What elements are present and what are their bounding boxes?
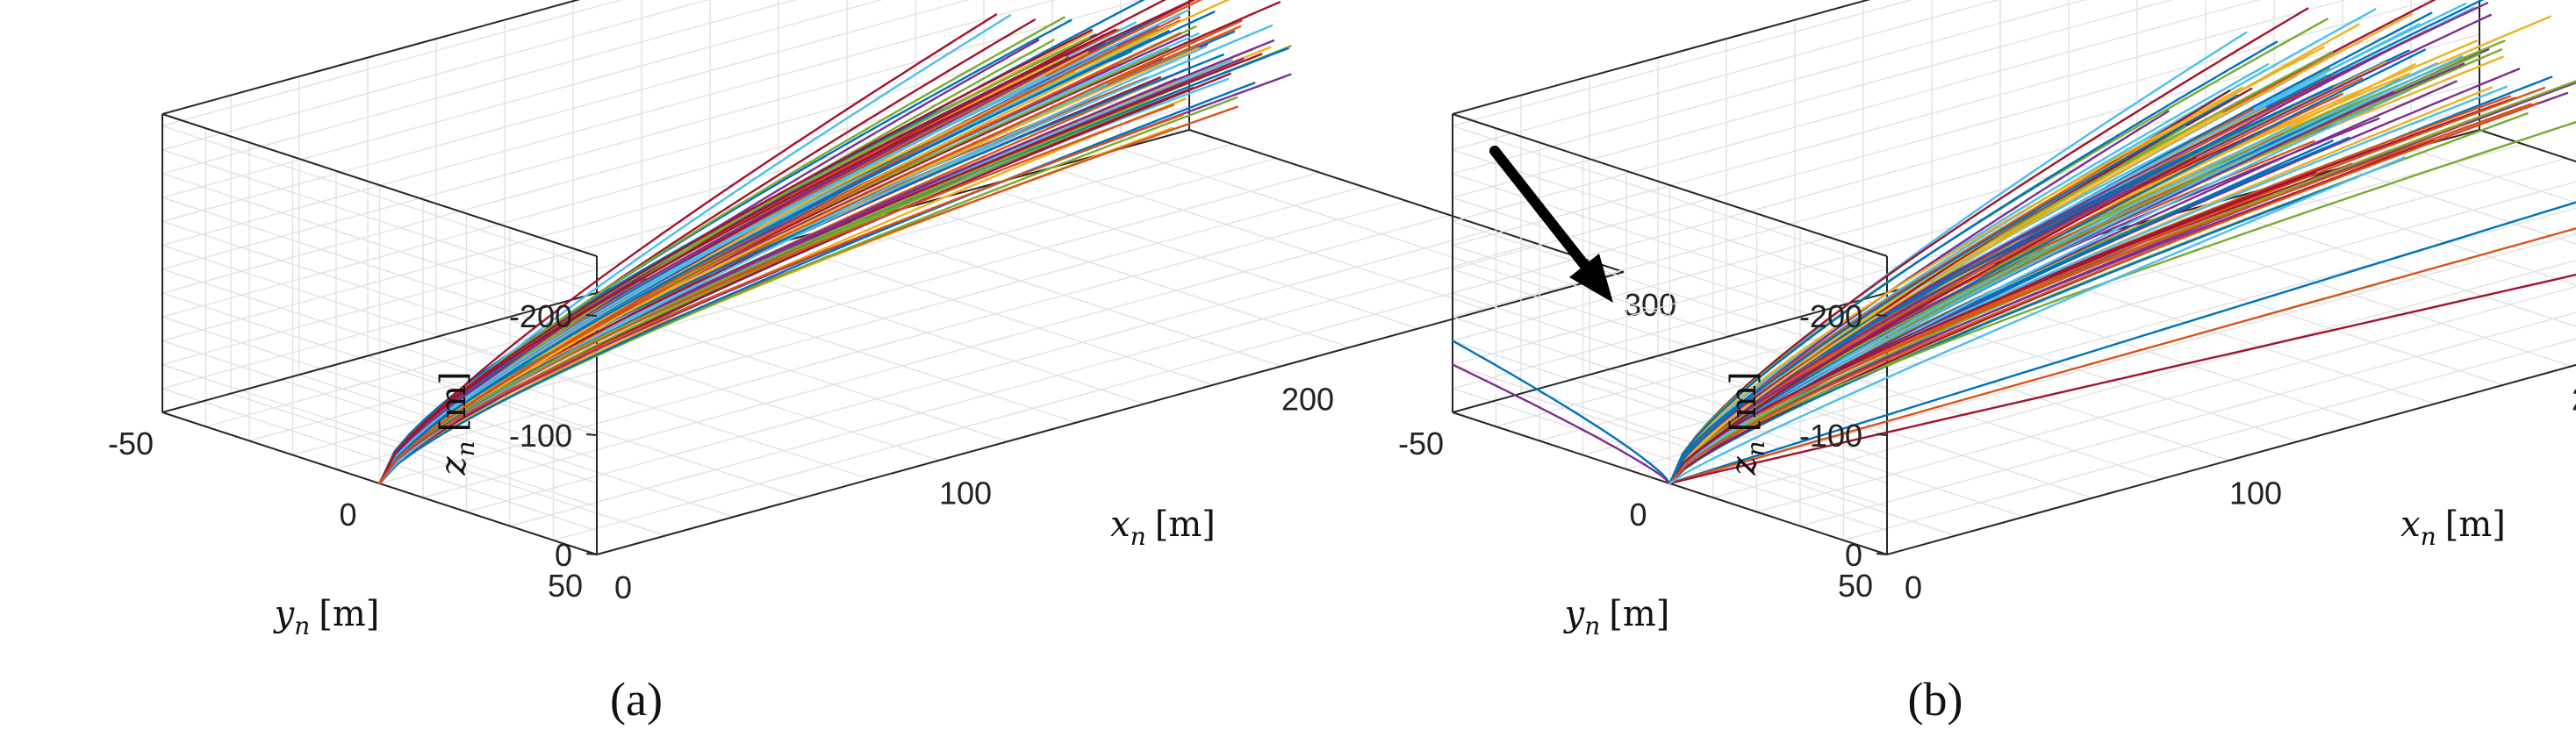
a-trajectory-92	[378, 113, 1184, 485]
b-trajectory-96	[1668, 55, 2464, 485]
b-z-tick: -200	[1799, 298, 1862, 334]
b-trajectory-outlier-5	[1668, 156, 2406, 485]
a-x-axis-label: xn [m]	[1110, 504, 1216, 551]
b-trajectory-91	[1668, 40, 2278, 485]
b-trajectory-50	[1668, 122, 2466, 485]
b-y-tick: -50	[1398, 426, 1444, 462]
b-trajectory-outlier-4	[1668, 273, 2576, 485]
b-y-tick: 50	[1838, 568, 1873, 604]
b-trajectory-40	[1668, 63, 2270, 485]
b-z-tick: 0	[1845, 537, 1862, 573]
a-x-tick: 100	[939, 476, 992, 512]
a-y-axis-label: yn [m]	[273, 594, 380, 640]
a-trajectory-89	[378, 45, 1208, 485]
b-trajectory-outlier-2	[1668, 201, 2576, 485]
b-trajectory-76	[1668, 7, 2309, 485]
panel-b: -200-1000-500500100200300zn[m]yn[m]xn[m]…	[1398, 0, 2576, 726]
b-trajectory-outlier-1	[1451, 363, 1671, 485]
a-trajectory-97	[378, 0, 1194, 485]
b-axes-box	[1452, 0, 2576, 555]
a-trajectory-84	[378, 54, 1224, 485]
a-z-axis-label: zn[m]	[434, 371, 480, 476]
a-trajectory-98	[378, 11, 1216, 485]
b-trajectory-92	[1668, 103, 2532, 485]
b-x-tick: 100	[2229, 476, 2282, 512]
a-y-tick: 50	[548, 568, 583, 604]
b-trajectory-99	[1668, 102, 2540, 485]
a-grid	[161, 0, 1625, 555]
b-x-tick: 0	[1905, 569, 1922, 605]
a-z-tick: -100	[509, 418, 572, 454]
b-trajectory-98	[1668, 94, 2239, 485]
b-trajectory-97	[1668, 171, 2316, 485]
a-axes-box	[161, 0, 1625, 555]
a-trajectory-90	[378, 29, 1093, 485]
a-trajectory-96	[378, 9, 1190, 485]
a-y-tick: 0	[339, 497, 356, 533]
a-trajectory-99	[378, 32, 1181, 485]
b-trajectory-90	[1668, 156, 2197, 485]
b-trajectory-outlier-0	[1451, 340, 1671, 485]
b-trajectory-70	[1668, 48, 2426, 485]
b-y-axis-label: yn [m]	[1563, 594, 1670, 640]
a-panel-label: (a)	[610, 673, 663, 726]
b-trajectory-93	[1668, 12, 2414, 485]
a-x-tick: 0	[614, 569, 632, 605]
b-trajectory-95	[1668, 120, 2576, 485]
b-trajectory-78	[1668, 77, 2364, 485]
b-y-tick: 0	[1629, 497, 1647, 533]
b-annotation-arrow	[1489, 146, 1613, 303]
b-trajectory-58	[1668, 111, 2223, 485]
a-y-tick: -50	[108, 426, 154, 462]
a-z-tick: -200	[509, 298, 572, 334]
a-trajectory-74	[378, 47, 1170, 485]
b-grid	[1452, 0, 2576, 555]
b-trajectory-outlier-3	[1668, 227, 2576, 485]
a-trajectory-77	[378, 82, 1256, 485]
b-trajectory-87	[1668, 2, 2489, 485]
b-trajectory-49	[1668, 175, 2359, 485]
a-trajectory-57	[378, 19, 1243, 485]
a-trajectory-34	[378, 13, 998, 485]
b-x-tick: 200	[2572, 381, 2576, 417]
b-trajectories	[1451, 0, 2576, 485]
a-trajectory-95	[378, 99, 1151, 485]
b-panel-label: (b)	[1908, 673, 1963, 726]
a-trajectories	[378, 0, 1292, 485]
a-x-tick: 200	[1281, 381, 1334, 417]
b-x-axis-label: xn [m]	[2400, 504, 2506, 551]
b-z-axis-label: zn[m]	[1724, 371, 1770, 476]
b-trajectory-73	[1668, 13, 2492, 485]
b-z-tick: -100	[1799, 418, 1862, 454]
a-z-tick: 0	[555, 537, 572, 573]
